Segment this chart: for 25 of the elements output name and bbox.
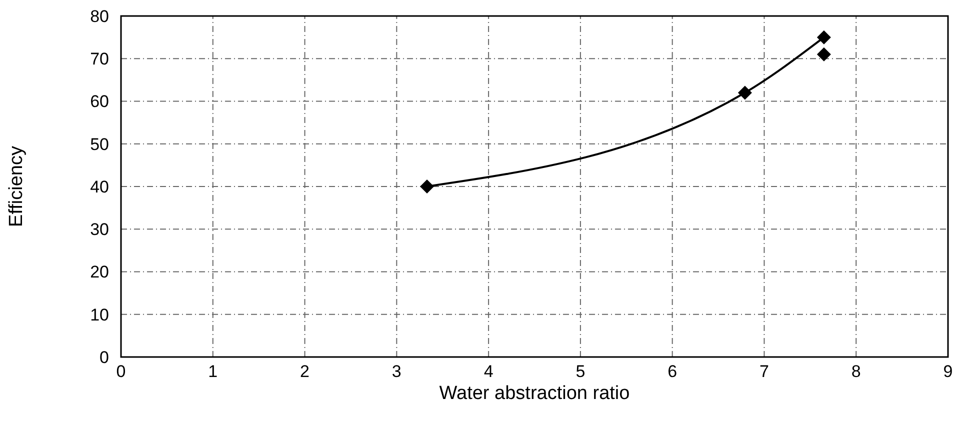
y-tick-label: 0	[100, 348, 109, 367]
x-tick-label: 4	[484, 362, 494, 381]
x-tick-label: 0	[116, 362, 126, 381]
y-tick-label: 20	[90, 262, 109, 282]
x-tick-label: 7	[759, 362, 769, 381]
y-axis-title: Efficiency	[6, 146, 27, 227]
x-tick-label: 1	[208, 362, 218, 381]
y-tick-label: 60	[90, 92, 109, 112]
point	[816, 30, 831, 44]
x-tick-label: 6	[668, 362, 678, 381]
x-tick-label: 9	[943, 362, 953, 381]
point	[816, 47, 831, 62]
y-tick-label: 50	[90, 134, 109, 154]
y-tick-label: 70	[90, 50, 109, 69]
y-tick-label: 80	[90, 6, 109, 26]
x-tick-label: 8	[851, 362, 861, 381]
y-tick-label: 30	[90, 220, 109, 240]
point	[420, 180, 434, 194]
x-axis-title: Water abstraction ratio	[439, 383, 630, 404]
x-tick-label: 5	[576, 362, 586, 381]
point	[738, 86, 752, 100]
x-tick-label: 2	[300, 362, 310, 381]
y-tick-label: 10	[90, 305, 109, 324]
x-tick-label: 3	[392, 362, 402, 381]
y-tick-label: 40	[90, 177, 109, 196]
